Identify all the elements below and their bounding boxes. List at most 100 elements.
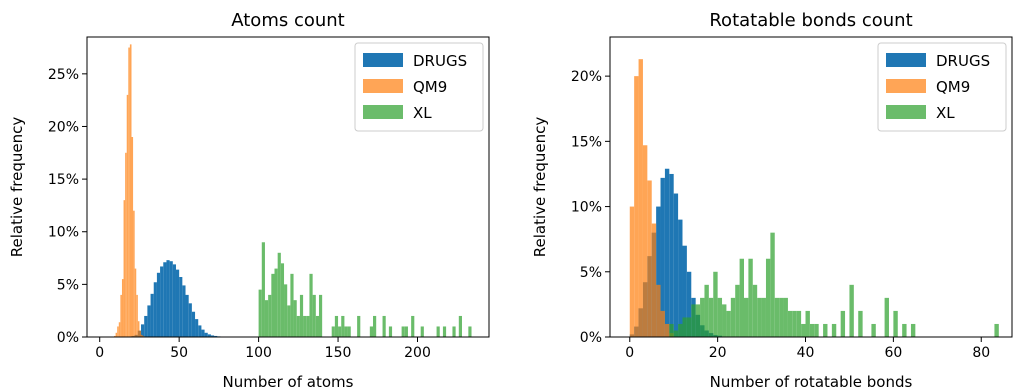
series-xl — [258, 242, 472, 337]
bar-drugs — [214, 335, 218, 337]
legend: DRUGS QM9 XL — [354, 42, 484, 132]
bar-drugs — [686, 271, 692, 337]
bar-xl — [271, 273, 275, 337]
x-axis-label: Number of rotatable bonds — [710, 373, 913, 391]
bar-qm9 — [651, 223, 657, 337]
legend-label-drugs: DRUGS — [413, 52, 467, 70]
bar-xl — [770, 232, 775, 337]
bar-xl — [303, 315, 307, 337]
bar-xl — [341, 315, 345, 337]
legend-label-qm9: QM9 — [936, 78, 970, 96]
legend-swatch-qm9 — [363, 79, 403, 93]
bar-xl — [708, 297, 714, 337]
x-tick-label: 50 — [170, 345, 188, 361]
bar-qm9 — [133, 210, 135, 337]
bar-drugs — [179, 277, 183, 337]
x-tick-label: 200 — [404, 345, 431, 361]
bar-xl — [293, 300, 297, 337]
bar-xl — [902, 323, 907, 337]
y-tick-label: 15% — [571, 134, 602, 150]
bar-qm9 — [128, 47, 130, 337]
bar-xl — [258, 289, 262, 337]
bar-xl — [805, 310, 810, 337]
bar-qm9 — [656, 284, 661, 337]
bar-xl — [678, 323, 683, 337]
bar-qm9 — [634, 76, 639, 337]
bar-xl — [831, 323, 837, 337]
bar-drugs — [207, 334, 211, 337]
bar-xl — [722, 304, 727, 337]
y-tick-label: 20% — [48, 119, 79, 135]
bar-xl — [871, 323, 876, 337]
y-tick-label: 25% — [48, 67, 79, 83]
x-tick-label: 0 — [625, 345, 634, 361]
bar-xl — [442, 326, 447, 337]
bar-drugs — [204, 332, 208, 337]
legend-swatch-drugs — [363, 53, 403, 67]
bar-xl — [682, 317, 687, 337]
bar-xl — [757, 297, 762, 337]
bar-qm9 — [115, 332, 118, 337]
legend-label-qm9: QM9 — [413, 78, 447, 96]
bar-drugs — [169, 261, 173, 337]
bar-drugs — [669, 173, 674, 337]
bar-xl — [858, 310, 863, 337]
bar-xl — [369, 326, 374, 337]
x-tick-label: 150 — [325, 345, 352, 361]
bar-drugs — [160, 266, 164, 337]
bar-xl — [338, 326, 342, 337]
bar-xl — [284, 284, 288, 337]
bar-qm9 — [642, 145, 648, 337]
legend: DRUGS QM9 XL — [877, 42, 1007, 132]
bar-qm9 — [120, 294, 122, 337]
bar-drugs — [141, 324, 145, 337]
bar-xl — [401, 326, 405, 337]
x-tick-label: 80 — [972, 345, 990, 361]
bar-drugs — [673, 193, 679, 337]
bar-qm9 — [125, 152, 127, 337]
bar-xl — [287, 305, 291, 337]
y-tick-label: 10% — [48, 225, 79, 241]
bar-xl — [436, 326, 440, 337]
bar-xl — [787, 310, 793, 337]
y-tick-label: 0% — [580, 330, 602, 346]
legend-label-drugs: DRUGS — [936, 52, 990, 70]
bar-drugs — [188, 303, 192, 337]
x-tick-label: 60 — [884, 345, 902, 361]
bar-xl — [309, 273, 313, 337]
bar-xl — [735, 284, 740, 337]
bar-drugs — [201, 329, 205, 337]
bar-qm9 — [136, 294, 138, 337]
bar-xl — [357, 315, 361, 337]
series-drugs — [131, 260, 227, 337]
bar-xl — [704, 284, 709, 337]
bar-xl — [994, 323, 999, 337]
y-tick-label: 15% — [48, 172, 79, 188]
bar-xl — [840, 310, 846, 337]
bar-xl — [404, 326, 408, 337]
bar-xl — [344, 326, 348, 337]
bar-xl — [783, 297, 788, 337]
chart-panel-rotatable-bonds-count: 0 20 40 60 80 0% 5% 10% 15% 20% Rotatable bonds co… — [531, 10, 1013, 391]
bar-xl — [801, 323, 806, 337]
bar-qm9 — [121, 279, 124, 337]
y-tick-label: 20% — [571, 69, 602, 85]
y-tick-label: 0% — [57, 330, 79, 346]
legend-swatch-drugs — [886, 53, 926, 67]
bar-qm9 — [137, 321, 140, 337]
series-xl — [669, 232, 999, 337]
bar-drugs — [682, 245, 687, 337]
bar-xl — [814, 323, 819, 337]
y-axis-label: Relative frequency — [531, 117, 549, 258]
legend-label-xl: XL — [936, 104, 955, 122]
bar-drugs — [664, 168, 670, 337]
bar-drugs — [656, 206, 661, 337]
bar-qm9 — [126, 94, 129, 337]
bar-xl — [280, 263, 285, 337]
x-axis-label: Number of atoms — [223, 373, 354, 391]
bar-qm9 — [647, 180, 652, 337]
bar-xl — [796, 310, 802, 337]
bar-drugs — [153, 282, 157, 337]
axes-frame — [86, 36, 490, 338]
bar-drugs — [175, 269, 180, 337]
